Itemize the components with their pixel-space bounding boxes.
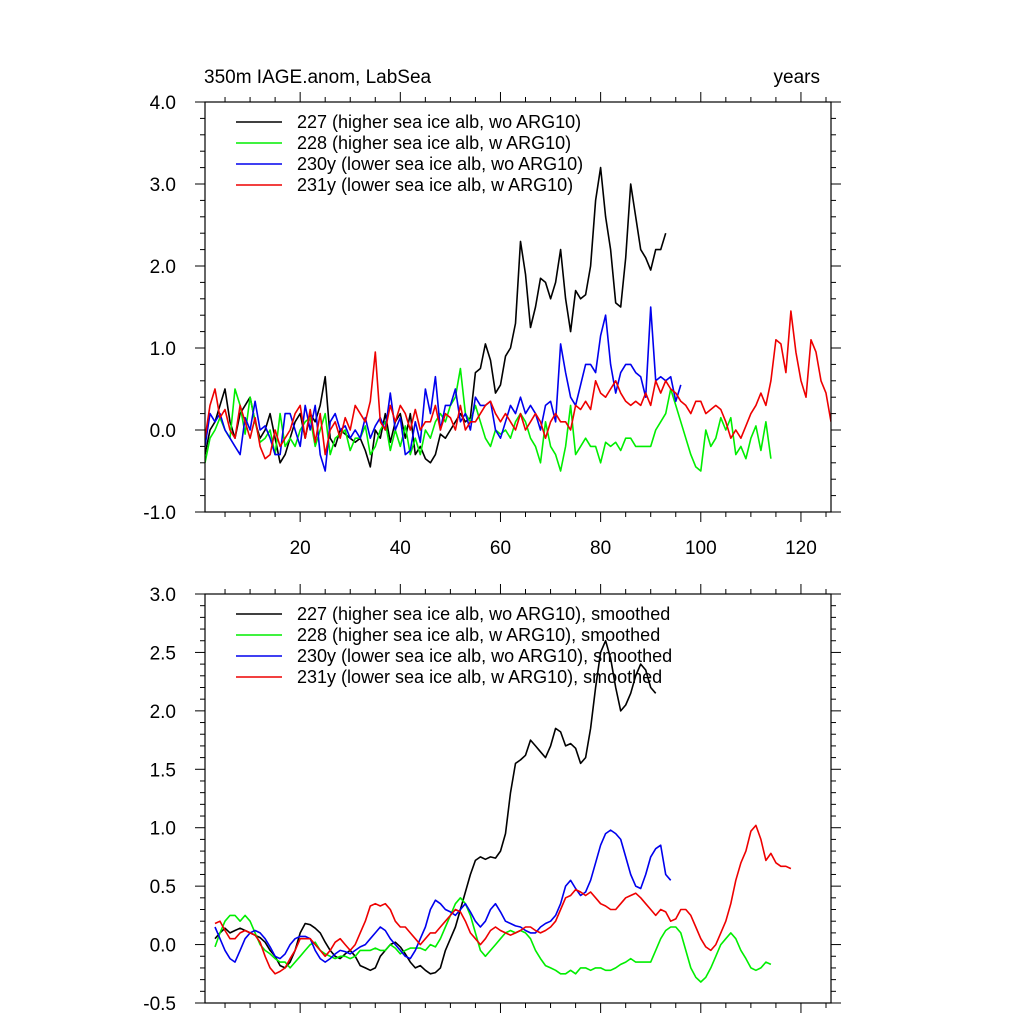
series-line-228 <box>214 896 772 983</box>
y-tick-label: -0.5 <box>143 994 176 1015</box>
series-line-231y <box>214 824 792 975</box>
y-tick-label: 4.0 <box>150 93 176 114</box>
series-line-230y <box>214 829 672 963</box>
x-tick-label: 20 <box>290 538 311 559</box>
y-tick-label: 2.0 <box>150 702 176 723</box>
legend-label-228: 228 (higher sea ice alb, w ARG10), smoot… <box>297 625 660 645</box>
y-tick-label: 1.5 <box>150 760 176 781</box>
legend-label-231y: 231y (lower sea ice alb, w ARG10), smoot… <box>297 667 662 687</box>
y-tick-label: 2.0 <box>150 257 176 278</box>
y-tick-label: 0.0 <box>150 421 176 442</box>
series-group <box>214 639 792 983</box>
chart-title-right: years <box>774 67 820 88</box>
legend-label-231y: 231y (lower sea ice alb, w ARG10) <box>297 175 573 195</box>
series-line-227 <box>214 639 657 975</box>
legend-label-230y: 230y (lower sea ice alb, wo ARG10), smoo… <box>297 646 672 666</box>
y-tick-label: 0.5 <box>150 877 176 898</box>
chart-title-left: 350m IAGE.anom, LabSea <box>204 67 432 88</box>
chart-panel-bottom: -0.5 0.0 0.5 1.0 1.5 2.0 2.5 3.0 227 (higher sea… <box>143 584 841 1015</box>
y-tick-label: 1.0 <box>150 819 176 840</box>
y-tick-label: 1.0 <box>150 339 176 360</box>
legend-label-227: 227 (higher sea ice alb, wo ARG10) <box>297 112 581 132</box>
x-tick-label: 60 <box>490 538 511 559</box>
legend-label-230y: 230y (lower sea ice alb, wo ARG10) <box>297 154 583 174</box>
series-line-227 <box>205 166 667 468</box>
series-line-230y <box>205 306 682 472</box>
y-tick-label: 2.5 <box>150 643 176 664</box>
y-tick-label: -1.0 <box>143 503 176 524</box>
legend-label-228: 228 (higher sea ice alb, w ARG10) <box>297 133 571 153</box>
x-tick-label: 80 <box>590 538 611 559</box>
series-line-231y <box>205 310 831 460</box>
y-tick-label: 3.0 <box>150 175 176 196</box>
y-tick-label: 3.0 <box>150 585 176 606</box>
x-tick-label: 120 <box>785 538 817 559</box>
chart-panel-top: -1.0 0.0 1.0 2.0 3.0 4.0 20 40 60 80 100 120 227 (hi… <box>143 92 841 559</box>
x-tick-label: 40 <box>390 538 411 559</box>
series-group <box>205 166 831 472</box>
x-tick-label: 100 <box>685 538 717 559</box>
series-line-228 <box>205 367 772 472</box>
plot-frame <box>204 593 832 1004</box>
plot-frame <box>204 101 832 513</box>
legend-label-227: 227 (higher sea ice alb, wo ARG10), smoo… <box>297 604 670 624</box>
y-tick-label: 0.0 <box>150 936 176 957</box>
